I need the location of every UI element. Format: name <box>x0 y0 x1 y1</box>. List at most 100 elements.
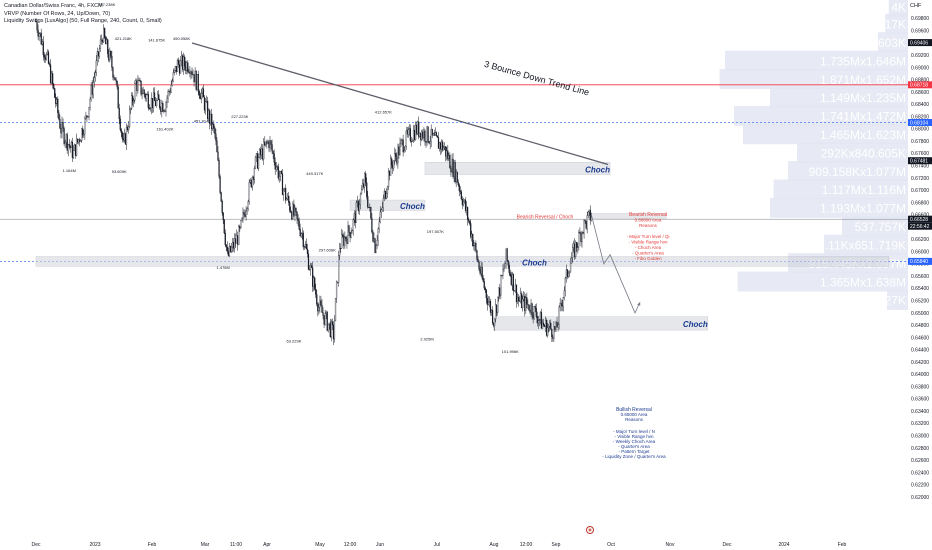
price-tick: 0.66800 <box>911 200 929 206</box>
profile-value: 1.117Mx1.116M <box>822 183 906 197</box>
candle-body <box>246 208 248 212</box>
candle-body <box>355 202 357 223</box>
candle-body <box>561 305 563 307</box>
choch-zone <box>493 316 709 331</box>
price-tick: 0.65000 <box>911 311 929 317</box>
swing-volume-label: 357.238K <box>98 2 115 7</box>
candle-body <box>538 319 540 321</box>
swing-volume-label: 1.164M <box>63 168 76 173</box>
candle-body <box>148 107 150 110</box>
candle-body <box>324 313 326 325</box>
candle-body <box>221 200 223 213</box>
candle-body <box>44 56 46 60</box>
candle-body <box>299 228 301 237</box>
candle-body <box>515 284 518 303</box>
candle-body <box>364 173 366 188</box>
candle-body <box>564 277 566 291</box>
candle-body <box>164 110 166 112</box>
candle-body <box>64 142 66 144</box>
time-tick: Sep <box>552 542 561 548</box>
candle-body <box>163 110 165 112</box>
price-tick: 0.62400 <box>911 470 929 476</box>
legend-vrvp[interactable]: VRVP (Number Of Rows, 24, Up/Down, 70) <box>4 10 111 17</box>
price-tick: 0.63400 <box>911 409 929 415</box>
candle-body <box>539 312 542 320</box>
candle-body <box>240 220 242 229</box>
candle-body <box>72 150 75 158</box>
candle-body <box>158 94 160 100</box>
price-badge-text: 0.68104 <box>910 120 928 126</box>
candle-body <box>172 72 174 82</box>
candle-body <box>220 192 222 202</box>
price-tick: 0.64200 <box>911 360 929 366</box>
candle-body <box>535 308 537 317</box>
legend-symbol[interactable]: Canadian Dollar/Swiss Franc, 4h, FXCM <box>4 3 103 9</box>
choch-zone <box>424 162 611 175</box>
candle-body <box>341 234 343 249</box>
choch-label: Choch <box>683 320 708 329</box>
bearish-note-line: - Visible Range hvn <box>629 240 668 245</box>
candle-body <box>165 102 167 112</box>
candle-body <box>427 126 429 143</box>
swing-volume-label: 412.657K <box>375 110 392 115</box>
candle-body <box>523 296 525 300</box>
candle-body <box>317 304 319 312</box>
profile-bar <box>888 0 908 17</box>
candle-body <box>264 141 266 146</box>
choch-zone <box>35 256 889 267</box>
candle-body <box>476 250 478 260</box>
candle-body <box>372 231 374 242</box>
choch-label: Choch <box>585 166 610 175</box>
candle-body <box>238 226 240 245</box>
candle-body <box>326 311 328 331</box>
price-tick: 0.65400 <box>911 286 929 292</box>
profile-value: 70.603K <box>861 36 906 50</box>
candle-body <box>520 293 522 302</box>
candle-body <box>171 80 173 86</box>
bullish-note-title: Bullish Reversal <box>616 407 652 413</box>
candle-body <box>85 115 87 119</box>
candle-body <box>418 121 420 137</box>
candle-body <box>449 155 451 169</box>
candle-body <box>43 54 45 58</box>
profile-bar <box>719 69 908 90</box>
candle-body <box>349 232 351 238</box>
legend-liquidity-swings[interactable]: Liquidity Swings [LuxAlgo] (50, Full Ran… <box>4 18 162 25</box>
candle-body <box>252 177 254 180</box>
candle-body <box>308 269 311 271</box>
candle-body <box>188 71 190 73</box>
price-badge-text: 0.66528 <box>910 217 928 223</box>
candle-body <box>586 215 588 229</box>
candle-body <box>283 188 286 191</box>
time-axis[interactable]: Dec 2023 Feb Mar 11:00 Apr May 12:00 Jun Jul Aug 12… <box>0 540 932 550</box>
price-axis[interactable]: 0.698000.696000.694000.692000.690000.688… <box>908 0 932 550</box>
candle-body <box>443 147 445 151</box>
candle-body <box>200 92 202 100</box>
candle-body <box>138 79 140 81</box>
candle-body <box>293 203 295 216</box>
time-tick: 2023 <box>89 542 100 548</box>
candle-body <box>359 193 362 205</box>
countdown-text: 22:56:42 <box>910 224 930 230</box>
candle-body <box>373 238 375 242</box>
swing-labels: 357.238K 421.218K 141.675K 450.058K 227.223K… <box>63 2 520 354</box>
candle-body <box>62 122 64 129</box>
candle-body <box>216 140 218 153</box>
candle-body <box>468 219 470 222</box>
currency-label[interactable]: CHF <box>910 3 922 9</box>
candle-body <box>130 107 132 110</box>
candle-body <box>353 213 355 221</box>
candle-body <box>81 128 83 141</box>
swing-volume-label: 63.229K <box>286 338 301 343</box>
price-candles <box>35 18 592 346</box>
candle-body <box>318 307 320 312</box>
candle-body <box>51 73 53 84</box>
price-tick: 0.62000 <box>911 495 929 501</box>
candle-body <box>501 275 503 277</box>
candle-body <box>545 320 547 327</box>
candle-body <box>286 198 288 201</box>
candle-body <box>361 183 364 190</box>
profile-value: 1.871Mx1.652M <box>820 73 906 87</box>
candle-body <box>522 298 524 309</box>
